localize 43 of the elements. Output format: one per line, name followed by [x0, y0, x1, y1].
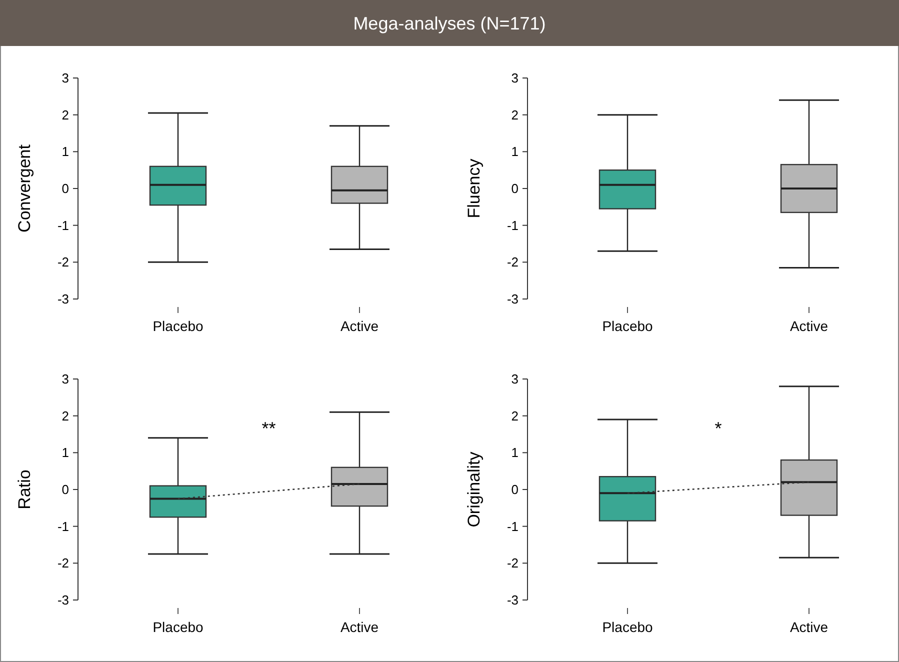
chart-title: Mega-analyses (N=171) — [353, 13, 546, 34]
y-tick-label: -1 — [506, 518, 518, 534]
y-tick-label: -3 — [506, 292, 518, 307]
y-tick-label: -2 — [57, 556, 69, 571]
x-tick-label: Active — [340, 318, 379, 334]
y-tick-label: -3 — [57, 292, 69, 307]
y-axis-title: Originality — [464, 451, 484, 528]
y-tick-label: 1 — [62, 144, 69, 160]
y-tick-label: -3 — [506, 592, 518, 608]
y-tick-label: -1 — [57, 518, 69, 534]
x-tick-label: Active — [340, 619, 379, 635]
annotation: * — [714, 418, 722, 438]
y-tick-label: 0 — [511, 181, 518, 196]
y-tick-label: 0 — [511, 482, 518, 498]
y-tick-label: 2 — [511, 107, 518, 122]
y-tick-label: -1 — [506, 218, 518, 233]
y-axis-title: Ratio — [15, 470, 34, 510]
y-tick-label: 3 — [511, 372, 518, 387]
y-tick-label: -2 — [506, 254, 518, 270]
y-tick-label: 0 — [62, 482, 69, 498]
y-tick-label: 2 — [62, 408, 69, 424]
x-tick-label: Placebo — [152, 619, 204, 635]
annotation: ** — [262, 418, 276, 438]
y-tick-label: 1 — [511, 445, 518, 460]
y-axis-title: Convergent — [15, 144, 34, 232]
y-tick-label: 2 — [62, 107, 69, 122]
x-tick-label: Active — [790, 318, 828, 334]
x-tick-label: Placebo — [602, 318, 654, 334]
y-tick-label: -1 — [57, 218, 69, 233]
y-tick-label: 3 — [62, 372, 69, 387]
x-tick-label: Placebo — [602, 619, 654, 635]
y-tick-label: -3 — [57, 592, 69, 608]
y-tick-label: 2 — [511, 408, 518, 424]
y-tick-label: -2 — [57, 254, 69, 270]
y-tick-label: 1 — [62, 445, 69, 460]
x-tick-label: Active — [790, 619, 828, 635]
y-tick-label: 1 — [511, 144, 518, 160]
y-axis-title: Fluency — [464, 158, 484, 218]
x-tick-label: Placebo — [152, 318, 204, 334]
y-tick-label: 3 — [511, 70, 518, 86]
y-tick-label: -2 — [506, 556, 518, 571]
y-tick-label: 3 — [62, 70, 69, 86]
y-tick-label: 0 — [62, 181, 69, 196]
